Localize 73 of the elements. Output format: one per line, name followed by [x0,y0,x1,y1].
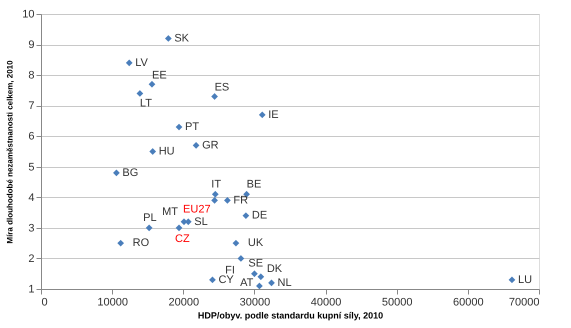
x-tick-label: 0 [42,296,48,308]
annotation: PL [143,212,157,224]
point [232,240,240,247]
y-tick-label: 6 [28,130,34,143]
annotation: DE [252,210,268,222]
point [164,35,172,42]
annotation: BG [122,166,138,179]
annotation: NL [278,276,292,289]
x-axis-title: HDP/obyv. podle standardu kupní síly, 2010 [198,310,384,320]
point [242,212,250,220]
point [508,276,516,284]
point [224,197,231,204]
annotation: PT [185,121,200,134]
point [209,276,216,284]
annotation: SL [194,216,208,228]
y-tick-label: 3 [28,222,34,234]
x-tick-label: 60000 [453,296,484,308]
point [117,240,124,247]
annotation: RO [132,237,150,250]
y-tick-label: 5 [28,161,34,174]
annotation: ES [214,82,230,94]
annotation: GR [202,139,219,152]
point [211,93,218,100]
y-tick-label: 9 [28,39,34,52]
point [176,124,182,130]
point [211,197,218,204]
x-tick-label: 50000 [382,296,413,308]
point [212,190,219,198]
y-tick-label: 1 [28,284,34,296]
annotation: HU [158,146,175,158]
point [136,90,144,97]
annotation: EU27 [183,203,211,216]
annotation: SK [174,32,190,44]
annotation: CY [218,274,234,286]
y-tick-label: 7 [28,100,34,112]
point [148,80,156,88]
annotation: LV [135,56,149,69]
annotation: EE [152,69,167,82]
point [126,60,133,66]
annotation: BE [246,178,262,190]
annotation: LU [518,274,532,286]
x-tick-label: 40000 [310,296,342,308]
y-tick-label: 4 [28,192,34,204]
annotation: FI [225,264,235,276]
annotation: IT [211,178,222,190]
point [149,148,156,155]
x-tick-label: 20000 [168,296,200,308]
annotation: FR [233,194,248,206]
annotation: LT [140,97,152,110]
point [113,170,120,176]
annotation: AT [240,276,254,289]
point [146,224,152,232]
annotation: MT [162,206,178,218]
y-tick-label: 10 [22,8,34,20]
annotation: UK [248,237,264,250]
y-axis-title: Míra dlouhodobé nezaměstnanosti celkem, 2010 [5,60,14,244]
point [257,273,264,280]
x-tick-label: 10000 [97,296,128,308]
point [256,282,263,290]
point [192,142,200,149]
annotation: DK [266,262,283,275]
annotation: CZ [175,232,190,245]
point [251,270,258,278]
point [258,111,266,118]
x-tick-label: 30000 [240,296,270,308]
x-tick-label: 70000 [508,296,540,308]
annotation: SE [248,258,264,270]
point [238,255,244,262]
annotation: IE [268,108,279,121]
y-tick-label: 2 [28,252,34,265]
y-tick-label: 8 [28,70,34,82]
point [176,224,182,232]
point [268,280,275,286]
